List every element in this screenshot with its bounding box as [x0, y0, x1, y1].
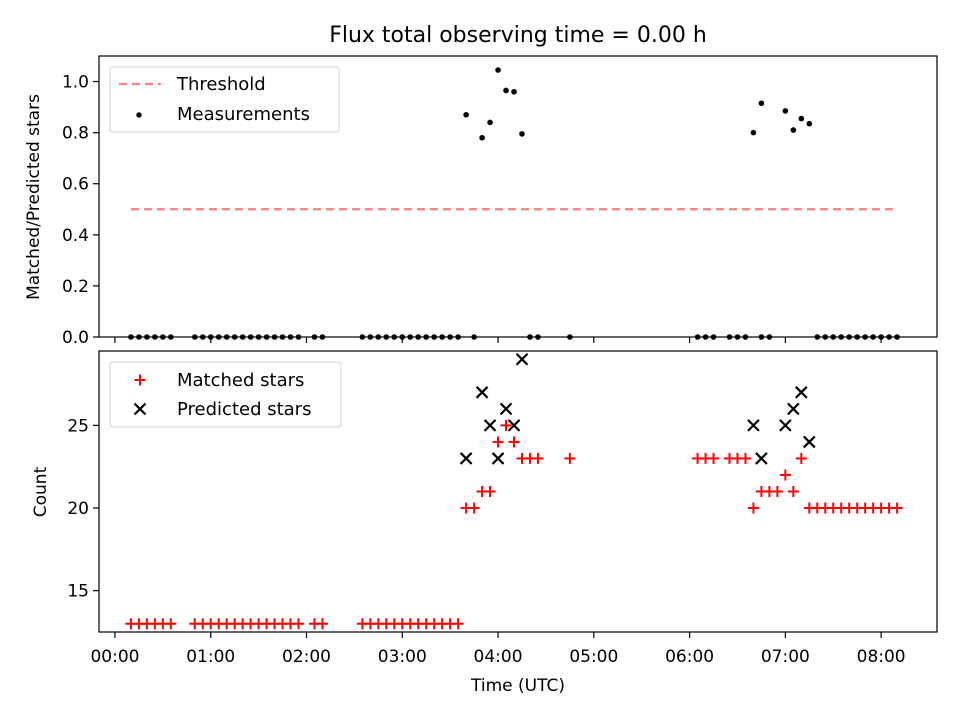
chart-title: Flux total observing time = 0.00 h	[329, 23, 707, 48]
top-y-axis-label: Matched/Predicted stars	[24, 94, 44, 300]
legend-threshold-label: Threshold	[176, 74, 266, 95]
bottom-plot-area	[125, 352, 903, 630]
legend-predicted-swatch	[133, 402, 147, 416]
matched-star-point	[484, 486, 496, 497]
legend-predicted-label: Predicted stars	[177, 399, 311, 420]
bottom-x-tick-label: 06:00	[665, 647, 714, 667]
matched-star-point	[708, 452, 720, 464]
measurement-point	[463, 111, 469, 118]
legend-matched-label: Matched stars	[177, 370, 304, 391]
top-panel: 0.0 0.2 0.4 0.6 0.8 1.0 Matched/Predicted sta…	[24, 55, 938, 348]
bottom-x-tick-label: 00:00	[90, 647, 139, 667]
bottom-x-tick-label: 07:00	[761, 647, 810, 667]
predicted-star-point	[787, 402, 800, 416]
measurement-point	[519, 131, 525, 137]
measurement-point	[798, 115, 805, 122]
predicted-star-point	[803, 435, 816, 449]
top-y-tick-label: 0.4	[62, 226, 89, 246]
measurement-point	[750, 129, 757, 136]
bottom-axes-frame	[98, 350, 938, 633]
bottom-legend: Matched stars Predicted stars	[109, 361, 342, 428]
matched-star-point	[165, 618, 177, 630]
matched-star-point	[771, 486, 783, 497]
measurement-point	[503, 87, 509, 94]
matched-star-point	[787, 486, 799, 497]
bottom-y-tick-label: 15	[67, 582, 89, 602]
measurement-point	[806, 120, 813, 127]
bottom-y-tick-label: 25	[67, 416, 89, 436]
bottom-legend-box	[109, 361, 342, 428]
matched-star-point	[293, 618, 305, 630]
top-y-tick-label: 1.0	[62, 73, 89, 93]
predicted-star-point	[779, 419, 792, 432]
matched-star-point	[747, 502, 759, 514]
matched-star-point	[452, 618, 464, 630]
bottom-panel: 15 20 25 00:00 01:00 02:00 03:00 04:00 05:00 06:…	[31, 350, 938, 696]
top-x-ticks	[114, 337, 882, 343]
predicted-star-point	[475, 386, 489, 399]
measurement-point	[511, 88, 517, 95]
measurement-point	[487, 119, 493, 126]
matched-star-point	[492, 436, 504, 448]
bottom-y-tick-label: 20	[67, 499, 89, 519]
matched-star-point	[500, 419, 512, 431]
top-y-tick-label: 0.8	[62, 124, 89, 144]
bottom-x-ticks: 00:00 01:00 02:00 03:00 04:00 05:00 06:00 07:00…	[90, 632, 906, 667]
predicted-star-point	[483, 419, 497, 432]
bottom-x-tick-label: 01:00	[186, 647, 235, 667]
matched-star-point	[508, 436, 520, 448]
matched-star-point	[795, 452, 807, 464]
top-axes-frame	[98, 55, 938, 338]
legend-predicted-marker	[133, 402, 147, 416]
top-y-tick-label: 0.0	[62, 328, 89, 348]
matched-star-point	[891, 502, 903, 514]
bottom-x-tick-label: 08:00	[857, 647, 906, 667]
legend-measurements-label: Measurements	[177, 104, 310, 125]
top-y-ticks: 0.0 0.2 0.4 0.6 0.8 1.0	[62, 73, 99, 348]
measurement-point	[479, 134, 485, 141]
matched-star-point	[316, 618, 328, 630]
legend-matched-swatch	[134, 374, 146, 386]
matched-star-point	[468, 502, 480, 514]
predicted-star-point	[795, 386, 808, 399]
predicted-star-point	[491, 452, 505, 465]
x-axis-label: Time (UTC)	[470, 676, 565, 696]
predicted-star-point	[507, 419, 521, 432]
legend-matched-marker	[134, 374, 146, 386]
predicted-star-point	[755, 452, 768, 465]
bottom-y-axis-label: Count	[31, 466, 51, 517]
predicted-star-point	[747, 419, 760, 432]
bottom-x-tick-label: 04:00	[474, 647, 523, 667]
matched-star-point	[779, 469, 791, 481]
predicted-star-point	[499, 402, 513, 416]
matched-star-point	[532, 452, 544, 464]
bottom-y-ticks: 15 20 25	[67, 416, 99, 602]
top-y-tick-label: 0.2	[62, 277, 89, 297]
predicted-star-point	[459, 452, 473, 465]
top-legend: Threshold Measurements	[109, 66, 340, 133]
predicted-star-point	[515, 352, 529, 366]
bottom-x-tick-label: 03:00	[378, 647, 427, 667]
measurement-point	[495, 67, 501, 73]
top-y-tick-label: 0.6	[62, 175, 89, 195]
measurement-point	[758, 100, 765, 107]
legend-measurements-swatch	[136, 112, 142, 118]
matched-star-point	[564, 452, 576, 464]
bottom-x-tick-label: 05:00	[569, 647, 618, 667]
measurement-point	[790, 127, 797, 133]
top-legend-box	[109, 66, 340, 133]
bottom-x-tick-label: 02:00	[282, 647, 331, 667]
matched-star-point	[739, 452, 751, 464]
measurement-point	[782, 108, 789, 114]
